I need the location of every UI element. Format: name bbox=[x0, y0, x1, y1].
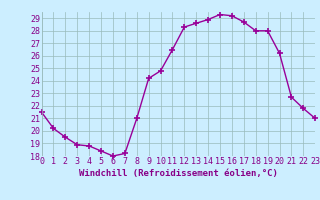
X-axis label: Windchill (Refroidissement éolien,°C): Windchill (Refroidissement éolien,°C) bbox=[79, 169, 278, 178]
